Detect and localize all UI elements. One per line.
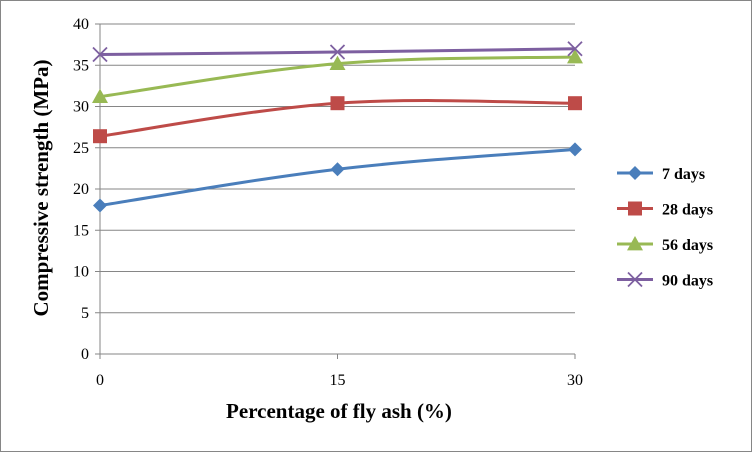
y-tick-label-5: 5 [81,305,89,322]
y-tick-label-20: 20 [73,181,89,198]
legend-item-4: 90 days [617,271,713,290]
data-point-4-3 [567,41,583,57]
data-point-2-2 [330,96,345,111]
legend-marker-1 [628,166,642,180]
legend-item-2: 28 days [617,201,713,219]
data-point-1-1 [93,198,107,213]
y-tick-label-10: 10 [73,264,89,281]
legend-label-4: 90 days [662,273,713,290]
data-point-3-2 [329,55,346,70]
legend-item-1: 7 days [617,166,705,183]
y-tick-label-35: 35 [73,57,89,74]
data-point-3-3 [567,49,583,64]
legend-label-3: 56 days [662,237,713,254]
legend-label-1: 7 days [662,166,705,183]
axes: 0 5 10 15 20 25 30 35 40 0 15 30 [73,16,583,389]
legend-item-3: 56 days [617,236,713,254]
x-tick-label-30: 30 [567,372,583,389]
series [92,41,583,213]
legend: 7 days 28 days 56 days 90 days [617,166,713,290]
y-tick-label-15: 15 [73,222,89,239]
data-point-4-1 [92,46,108,63]
data-point-2-1 [93,129,107,144]
data-point-4-2 [329,44,346,60]
x-axis-title: Percentage of fly ash (%) [226,399,452,423]
data-point-1-2 [330,162,345,177]
legend-marker-3 [627,236,643,251]
y-axis-title: Compressive strength (MPa) [29,59,53,316]
data-point-2-3 [568,96,582,111]
series-3 [92,49,583,103]
x-tick-label-15: 15 [330,372,346,389]
data-point-1-3 [568,142,582,157]
y-tick-label-0: 0 [81,346,89,363]
series-2 [93,96,582,144]
legend-label-2: 28 days [662,202,713,219]
series-1 [93,142,582,213]
data-point-3-1 [92,88,108,103]
legend-marker-4 [627,271,643,288]
legend-marker-2 [628,201,642,216]
y-tick-label-30: 30 [73,99,89,116]
series-4 [92,41,583,63]
series-line-1 [99,147,576,207]
y-tick-label-40: 40 [73,16,89,33]
x-tick-label-0: 0 [96,372,104,389]
y-tick-label-25: 25 [73,140,89,157]
